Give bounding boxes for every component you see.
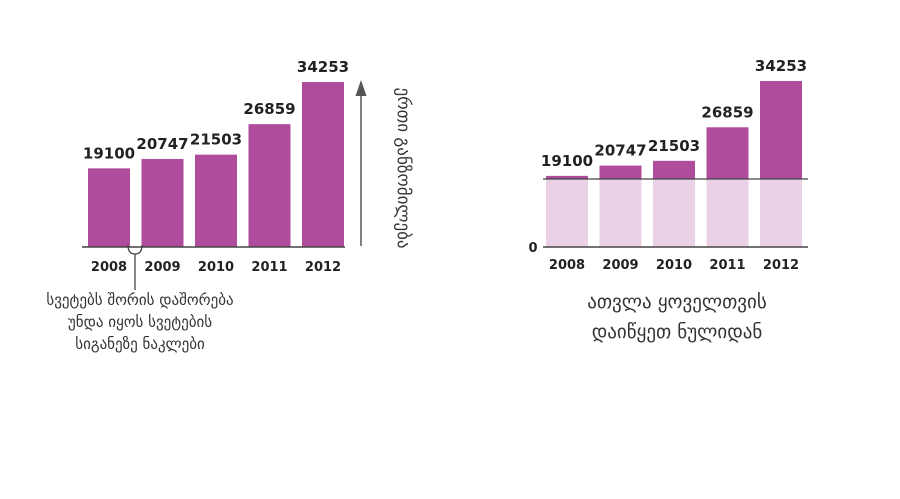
left-bar-2010: [195, 154, 237, 247]
right-tick-labels: 2008 2009 2010 2011 2012: [549, 258, 799, 273]
right-faded-bar-2009: [599, 179, 642, 247]
left-tick-2009: 2009: [144, 260, 180, 275]
right-bar-2008: [546, 175, 588, 179]
right-faded-bar-2010: [653, 179, 695, 247]
left-tick-2010: 2010: [198, 260, 234, 275]
right-faded-bar-2008: [546, 179, 588, 247]
left-bars-group: [88, 82, 344, 247]
right-bar-2012: [760, 81, 802, 179]
left-bar-2008: [88, 168, 130, 247]
left-tick-labels: 2008 2009 2010 2011 2012: [91, 260, 341, 275]
right-tick-2009: 2009: [602, 258, 638, 273]
gap-note-line-3: სიგანეზე ნაკლები: [75, 335, 205, 353]
right-value-label-2010: 21503: [648, 137, 700, 155]
right-value-label-2009: 20747: [594, 142, 646, 160]
dimension-arrow-head: [355, 80, 367, 96]
right-tick-2010: 2010: [656, 258, 692, 273]
right-faded-bars-group: [546, 179, 802, 247]
right-tick-2011: 2011: [709, 258, 745, 273]
dimension-axis-title: ერთი განზომილება: [393, 87, 413, 248]
right-value-label-2012: 34253: [755, 57, 807, 75]
right-faded-bar-2011: [706, 179, 749, 247]
right-faded-bar-2012: [760, 179, 802, 247]
right-bars-group: [546, 81, 802, 179]
right-value-label-2008: 19100: [541, 152, 593, 170]
gap-note-line-2: უნდა იყოს სვეტების: [68, 313, 212, 331]
left-value-label-2011: 26859: [243, 100, 295, 118]
left-tick-2012: 2012: [305, 260, 341, 275]
left-value-label-2010: 21503: [190, 131, 242, 149]
gap-note-line-1: სვეტებს შორის დაშორება: [46, 291, 233, 309]
left-value-label-2008: 19100: [83, 144, 135, 162]
zero-label: 0: [528, 241, 537, 256]
right-bar-2010: [653, 160, 695, 179]
left-bar-2011: [248, 124, 291, 247]
left-bar-2012: [302, 82, 344, 247]
left-value-label-2012: 34253: [297, 58, 349, 76]
left-value-label-2009: 20747: [136, 135, 188, 153]
right-bar-2009: [599, 165, 642, 179]
right-value-label-2011: 26859: [701, 103, 753, 121]
left-tick-2011: 2011: [251, 260, 287, 275]
right-tick-2008: 2008: [549, 258, 585, 273]
left-tick-2008: 2008: [91, 260, 127, 275]
right-bar-2011: [706, 127, 749, 179]
left-bar-2009: [141, 158, 184, 247]
caption-line-2: დაიწყეთ ნულიდან: [592, 321, 763, 343]
right-tick-2012: 2012: [763, 258, 799, 273]
caption-line-1: ათვლა ყოველთვის: [587, 291, 767, 313]
